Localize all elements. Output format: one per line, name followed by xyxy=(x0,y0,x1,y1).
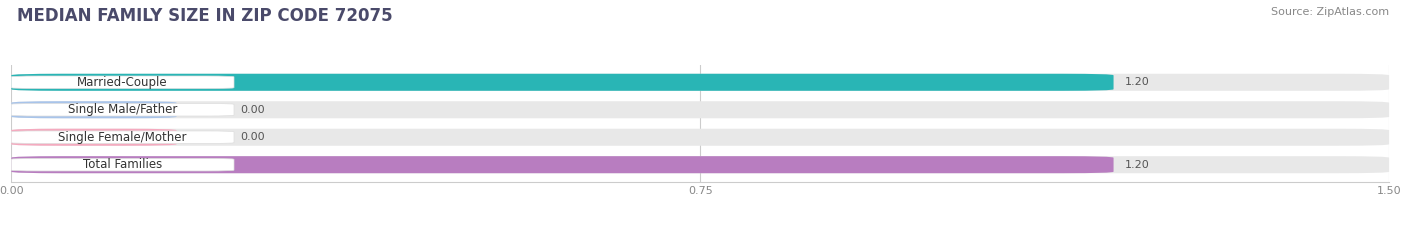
FancyBboxPatch shape xyxy=(11,74,1389,91)
Text: 0.00: 0.00 xyxy=(240,105,266,115)
Text: Total Families: Total Families xyxy=(83,158,162,171)
FancyBboxPatch shape xyxy=(11,103,233,116)
FancyBboxPatch shape xyxy=(11,76,233,89)
FancyBboxPatch shape xyxy=(11,101,1389,118)
Text: Single Male/Father: Single Male/Father xyxy=(67,103,177,116)
FancyBboxPatch shape xyxy=(11,156,1114,173)
Text: 0.00: 0.00 xyxy=(240,132,266,142)
Text: 1.20: 1.20 xyxy=(1125,77,1149,87)
Text: Source: ZipAtlas.com: Source: ZipAtlas.com xyxy=(1271,7,1389,17)
Text: MEDIAN FAMILY SIZE IN ZIP CODE 72075: MEDIAN FAMILY SIZE IN ZIP CODE 72075 xyxy=(17,7,392,25)
FancyBboxPatch shape xyxy=(11,156,1389,173)
FancyBboxPatch shape xyxy=(11,131,233,144)
FancyBboxPatch shape xyxy=(11,129,177,146)
FancyBboxPatch shape xyxy=(11,158,233,171)
Text: Married-Couple: Married-Couple xyxy=(77,76,167,89)
FancyBboxPatch shape xyxy=(11,74,1114,91)
FancyBboxPatch shape xyxy=(11,101,177,118)
FancyBboxPatch shape xyxy=(11,129,1389,146)
Text: 1.20: 1.20 xyxy=(1125,160,1149,170)
Text: Single Female/Mother: Single Female/Mother xyxy=(59,131,187,144)
